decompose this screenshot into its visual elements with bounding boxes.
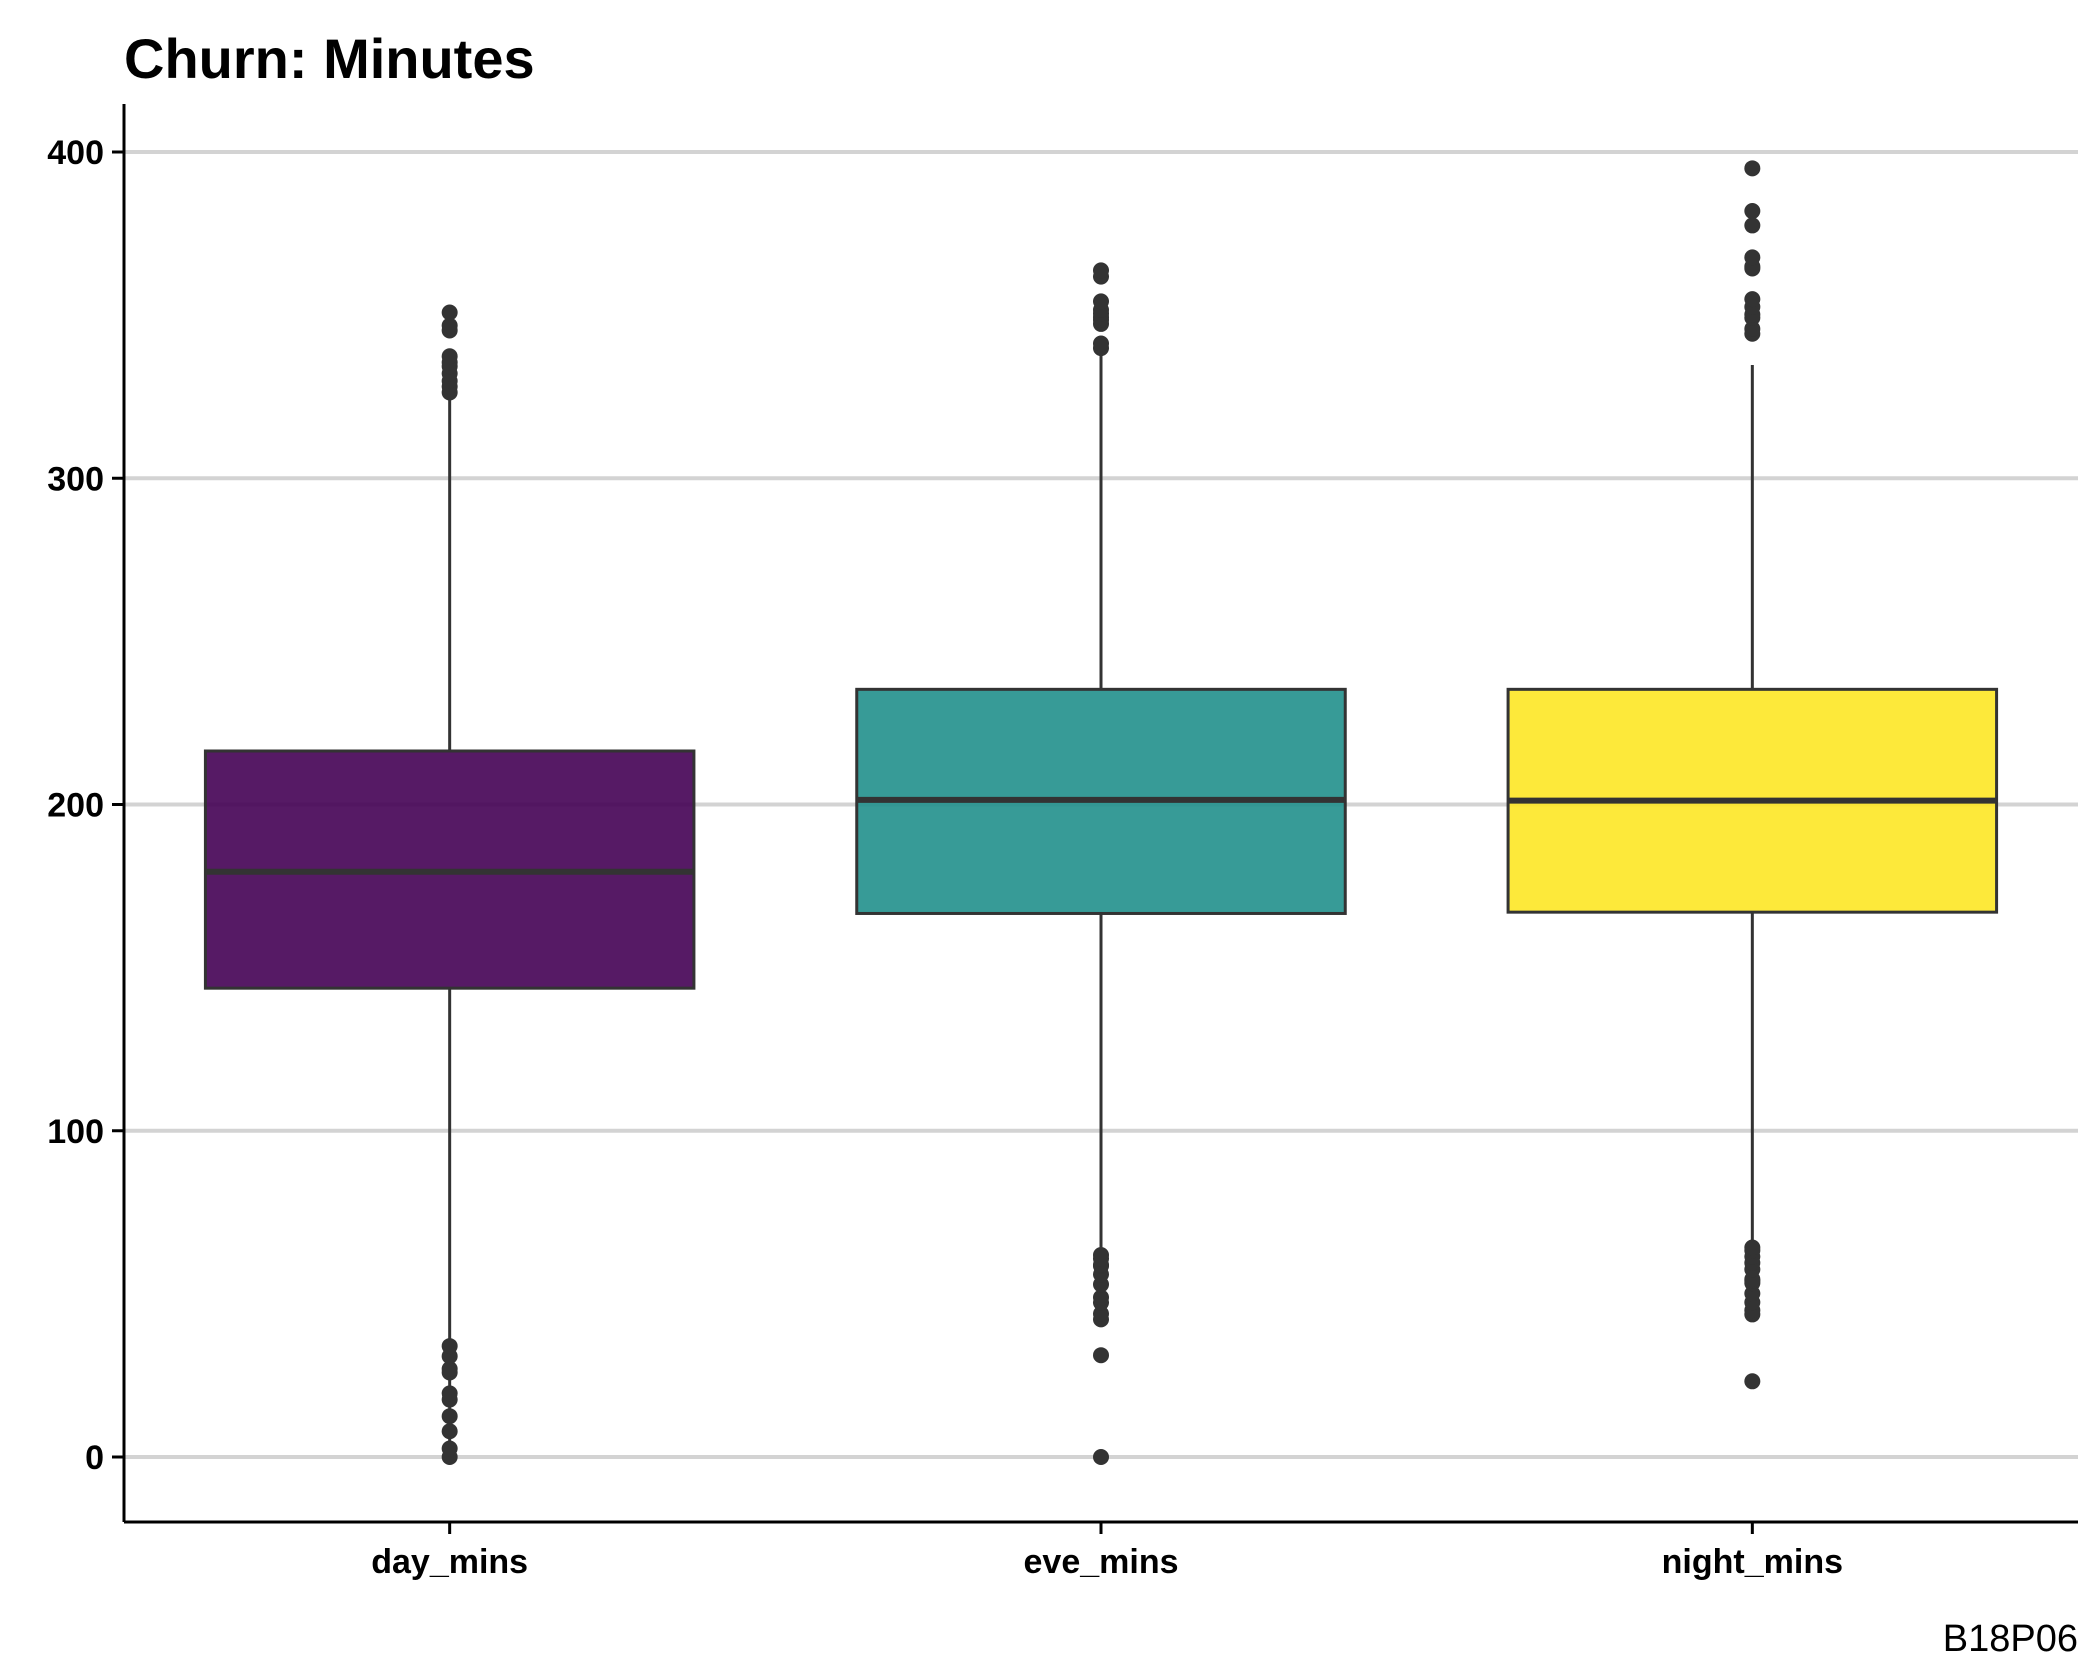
outlier-point <box>441 304 458 321</box>
outlier-point <box>1744 1373 1761 1390</box>
y-tick-label: 300 <box>47 460 104 498</box>
x-ticks: day_mins eve_mins night_mins <box>371 1522 1843 1581</box>
y-tick-label: 200 <box>47 787 104 825</box>
y-tick-label: 400 <box>47 134 104 172</box>
outlier-point <box>441 1360 458 1377</box>
outlier-point <box>1744 160 1761 177</box>
outlier-point <box>1093 1289 1109 1306</box>
box-day_mins <box>203 304 696 1465</box>
outlier-point <box>1093 262 1109 279</box>
boxes <box>203 160 1999 1465</box>
y-tick-label: 0 <box>85 1439 104 1477</box>
x-tick-label: eve_mins <box>1024 1543 1179 1581</box>
outlier-point <box>1093 1247 1109 1264</box>
box-eve_mins <box>855 262 1347 1465</box>
outlier-point <box>1744 320 1761 337</box>
outlier-point <box>441 1338 458 1355</box>
outlier-point <box>1744 203 1761 220</box>
outlier-point <box>1744 1239 1761 1256</box>
outlier-point <box>441 1408 458 1425</box>
outlier-point <box>1093 1347 1109 1364</box>
outlier-point <box>441 317 458 334</box>
y-tick-label: 100 <box>47 1113 104 1151</box>
box-night_mins <box>1506 160 1999 1390</box>
chart-title: Churn: Minutes <box>124 27 535 90</box>
outlier-point <box>1744 249 1761 266</box>
y-ticks: 0 100 200 300 400 <box>47 134 124 1477</box>
chart-caption: B18P06 <box>1943 1618 2078 1660</box>
x-tick-label: night_mins <box>1662 1543 1843 1581</box>
outlier-point <box>1744 291 1761 308</box>
outlier-point <box>441 348 458 365</box>
outlier-point <box>441 1423 458 1440</box>
outlier-point <box>1744 217 1761 234</box>
outlier-point <box>1093 1449 1109 1465</box>
outlier-point <box>441 1385 458 1402</box>
outlier-point <box>1093 1305 1109 1322</box>
outlier-point <box>1093 335 1109 352</box>
x-tick-label: day_mins <box>371 1543 528 1581</box>
outlier-point <box>441 1440 458 1457</box>
outlier-point <box>1093 293 1109 310</box>
